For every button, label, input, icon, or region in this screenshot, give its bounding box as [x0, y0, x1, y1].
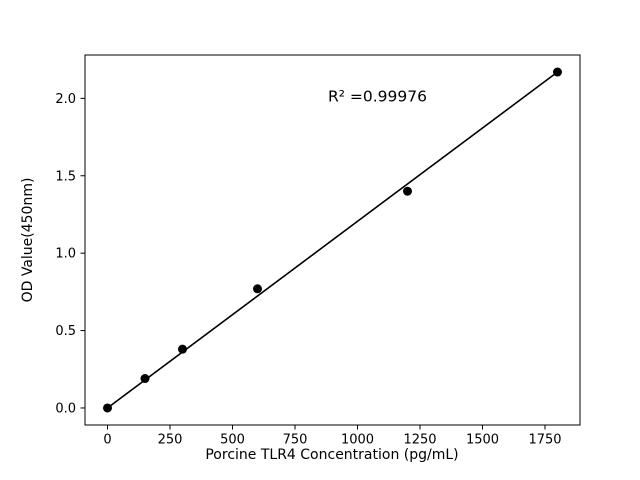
- x-tick-label: 1000: [341, 433, 374, 448]
- y-tick-label: 2.0: [55, 92, 76, 107]
- y-tick-label: 0.0: [55, 401, 76, 416]
- data-point: [253, 284, 262, 294]
- axis-ticks: 0 250 500 750 1000 1250 1500 1750 0.0 0.5 1.0 1.5 2.…: [55, 92, 561, 448]
- x-tick-label: 250: [158, 433, 183, 448]
- data-point: [103, 403, 112, 413]
- y-tick-label: 1.0: [55, 247, 76, 262]
- fit-line: [107, 71, 558, 409]
- data-point: [140, 374, 150, 384]
- r-squared-annotation: R² =0.99976: [328, 87, 427, 105]
- plot-border: [84, 54, 581, 426]
- data-series: [103, 67, 562, 413]
- y-tick-label: 1.5: [55, 169, 76, 184]
- data-point: [178, 344, 187, 354]
- x-tick-label: 750: [283, 433, 308, 448]
- x-axis-label: Porcine TLR4 Concentration (pg/mL): [205, 447, 458, 463]
- x-tick-label: 0: [103, 433, 111, 448]
- x-tick-label: 1250: [403, 433, 436, 448]
- y-axis-label: OD Value(450nm): [20, 178, 36, 303]
- y-tick-label: 0.5: [55, 324, 76, 339]
- x-tick-label: 500: [220, 433, 245, 448]
- x-tick-label: 1500: [466, 433, 499, 448]
- data-point: [403, 186, 412, 196]
- data-point: [553, 67, 562, 77]
- x-tick-label: 1750: [528, 433, 561, 448]
